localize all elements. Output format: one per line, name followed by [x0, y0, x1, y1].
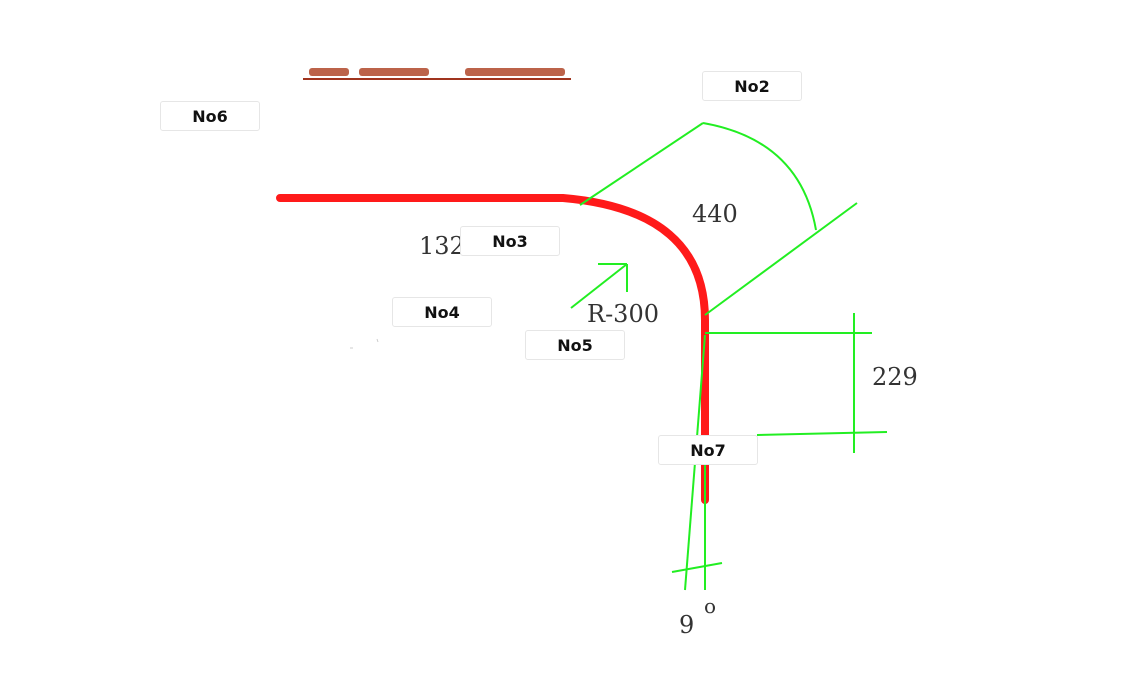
label-no3: No3 [460, 226, 560, 256]
angle-dimension-tick [671, 562, 723, 573]
label-no7: No7 [658, 435, 758, 465]
straight-length-value: 132 [419, 232, 465, 260]
label-no2: No2 [702, 71, 802, 101]
label-no5: No5 [525, 330, 625, 360]
title-fragment-stroke [359, 68, 429, 76]
label-no6: No6 [160, 101, 260, 131]
title-fragment-stroke [465, 68, 565, 76]
angle-value: 9 [679, 611, 694, 639]
radius-arrow-shaft [570, 263, 628, 309]
label-no4: No4 [392, 297, 492, 327]
radius-value: R-300 [587, 300, 659, 328]
stray-mark [376, 338, 379, 343]
title-fragment-stroke [309, 68, 349, 76]
arc-extension-line-start [579, 122, 704, 206]
dimension-lines [570, 122, 888, 591]
arc-extension-line-end [704, 202, 858, 316]
title-fragment [303, 58, 571, 82]
arc-length-value: 440 [692, 200, 738, 228]
angle-unit: o [704, 594, 716, 618]
offset-extension-line-bottom [756, 431, 888, 436]
arc-dimension-arc [702, 122, 817, 231]
vertical-offset-value: 229 [872, 363, 918, 391]
title-underline [303, 78, 571, 80]
